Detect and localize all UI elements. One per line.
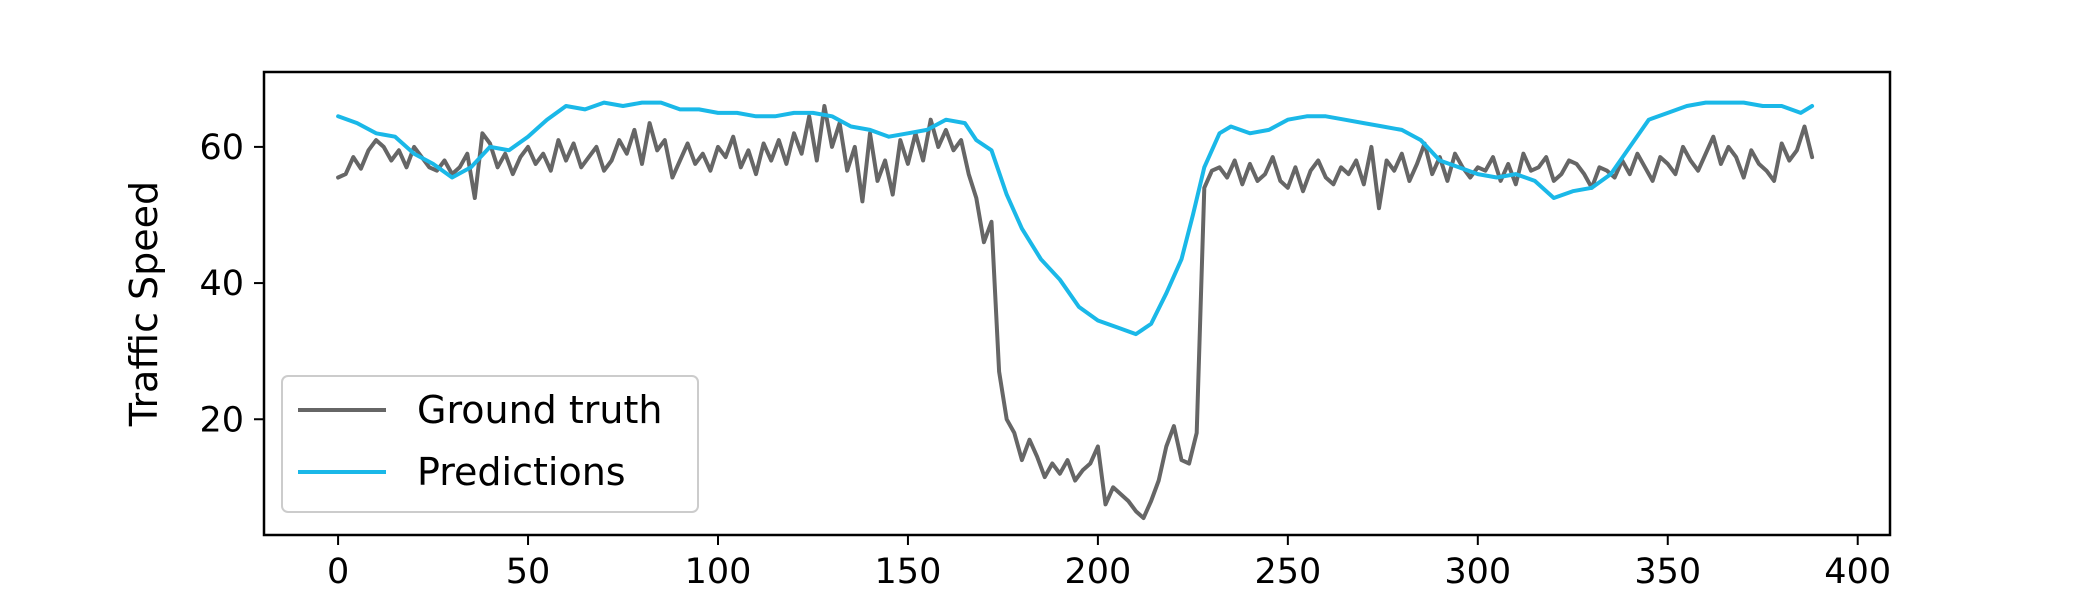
x-tick-label: 400 — [1824, 552, 1891, 592]
y-tick-label: 20 — [199, 400, 244, 440]
y-axis-title: Traffic Speed — [122, 181, 166, 427]
x-tick-label: 250 — [1254, 552, 1321, 592]
x-tick-label: 150 — [875, 552, 942, 592]
legend-label-predictions: Predictions — [417, 450, 626, 494]
x-tick-label: 0 — [327, 552, 349, 592]
plot-lines — [336, 100, 1815, 520]
y-tick-label: 40 — [199, 264, 244, 304]
x-tick-label: 50 — [506, 552, 551, 592]
x-tick-label: 100 — [685, 552, 752, 592]
x-tick-label: 350 — [1634, 552, 1701, 592]
legend: Ground truth Predictions — [281, 375, 699, 513]
x-tick-label: 200 — [1064, 552, 1131, 592]
legend-label-ground-truth: Ground truth — [417, 388, 662, 432]
series-line-ground-truth — [336, 104, 1815, 520]
y-tick-label: 60 — [199, 128, 244, 168]
y-axis: 20 40 60 — [199, 128, 264, 440]
x-tick-label: 300 — [1444, 552, 1511, 592]
series-line-predictions — [336, 100, 1815, 337]
plot-frame — [262, 70, 1892, 537]
x-axis: 0 50 100 150 200 250 300 350 400 — [327, 535, 1891, 592]
